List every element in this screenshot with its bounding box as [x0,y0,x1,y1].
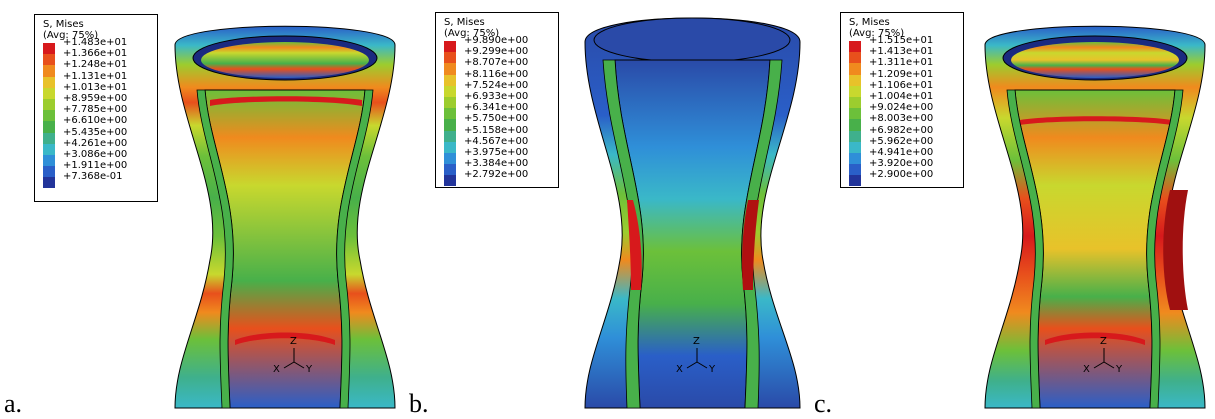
legend-value: +5.962e+00 [869,135,934,147]
axis-triad-icon [283,348,305,369]
stress-contour-model-a [174,25,396,409]
legend-value: +5.435e+00 [63,126,128,138]
axis-triad-c: Z X Y [1082,336,1132,380]
legend-value: +1.413e+01 [869,46,934,58]
legend-value: +2.900e+00 [869,169,934,181]
legend-subtitle: (Avg: 75%) [849,28,905,39]
panel-label-b: b. [409,389,429,418]
legend-value: +9.024e+00 [869,102,934,114]
legend-value: +1.311e+01 [869,57,934,69]
stress-contour-model-c [984,25,1206,409]
legend-value: +7.524e+00 [464,79,529,91]
axis-triad-icon [686,348,708,369]
legend-value: +6.610e+00 [63,115,128,127]
legend-value: +6.341e+00 [464,102,529,114]
legend-value: +1.209e+01 [869,68,934,80]
legend-value: +1.911e+00 [63,160,128,172]
legend-value: +8.116e+00 [464,68,529,80]
panel-label-a: a. [4,389,23,418]
panel-b: S, Mises (Avg: 75%) +9.890e+00 +9.299e+0… [405,0,810,418]
legend-value: +4.261e+00 [63,137,128,149]
legend-title: S, Mises [444,17,485,28]
legend-value: +3.086e+00 [63,148,128,160]
legend-scale: +1.483e+01 +1.366e+01 +1.248e+01 +1.131e… [43,37,128,189]
axis-z-label: Z [290,336,297,347]
legend-value: +9.299e+00 [464,46,529,58]
legend-value: +1.366e+01 [63,48,128,60]
legend-value: +8.959e+00 [63,92,128,104]
axis-z-label: Z [1100,336,1107,347]
axis-y-label: Y [709,364,716,375]
stress-legend-b: S, Mises (Avg: 75%) +9.890e+00 +9.299e+0… [435,12,559,188]
legend-value: +1.106e+01 [869,79,934,91]
legend-value: +9.890e+00 [464,35,529,46]
legend-title: S, Mises [43,19,84,30]
legend-value: +8.003e+00 [869,113,934,125]
legend-value: +1.131e+01 [63,70,128,82]
legend-title: S, Mises [849,17,890,28]
legend-subtitle: (Avg: 75%) [43,30,99,41]
stress-legend-c: S, Mises (Avg: 75%) +1.515e+01 +1.413e+0… [840,12,964,188]
legend-value: +3.975e+00 [464,146,529,158]
legend-value: +1.248e+01 [63,59,128,71]
legend-subtitle: (Avg: 75%) [444,28,500,39]
legend-value: +7.368e-01 [63,171,123,183]
axis-triad-b: Z X Y [675,336,725,380]
legend-value: +1.013e+01 [63,81,128,93]
legend-value: +2.792e+00 [464,169,529,181]
axis-x-label: X [1083,364,1090,375]
legend-scale: +1.515e+01 +1.413e+01 +1.311e+01 +1.209e… [849,35,934,187]
legend-value: +1.483e+01 [63,37,128,48]
legend-value: +5.158e+00 [464,124,529,136]
axis-x-label: X [273,364,280,375]
legend-value: +6.933e+00 [464,90,529,102]
axis-y-label: Y [1116,364,1123,375]
legend-value: +5.750e+00 [464,113,529,125]
axis-triad-icon [1093,348,1115,369]
axis-triad-a: Z X Y [272,336,322,380]
legend-value: +3.384e+00 [464,158,529,170]
legend-value: +4.941e+00 [869,146,934,158]
legend-value: +4.567e+00 [464,135,529,147]
legend-value: +1.004e+01 [869,90,934,102]
legend-value: +1.515e+01 [869,35,934,46]
panel-c: S, Mises (Avg: 75%) +1.515e+01 +1.413e+0… [810,0,1215,418]
axis-x-label: X [676,364,683,375]
axis-z-label: Z [693,336,700,347]
stress-contour-model-b [584,17,801,409]
legend-scale: +9.890e+00 +9.299e+00 +8.707e+00 +8.116e… [444,35,529,187]
axis-y-label: Y [306,364,313,375]
panel-label-c: c. [814,389,833,418]
legend-value: +3.920e+00 [869,158,934,170]
stress-legend-a: S, Mises (Avg: 75%) +1.483e+01 +1.366e+0… [34,14,158,202]
legend-value: +7.785e+00 [63,104,128,116]
legend-value: +6.982e+00 [869,124,934,136]
panel-a: S, Mises (Avg: 75%) +1.483e+01 +1.366e+0… [0,0,405,418]
legend-value: +8.707e+00 [464,57,529,69]
